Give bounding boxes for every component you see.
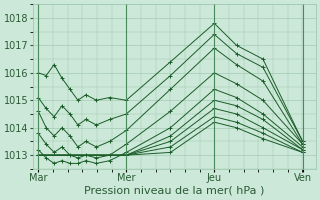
X-axis label: Pression niveau de la mer( hPa ): Pression niveau de la mer( hPa ) [84,186,265,196]
